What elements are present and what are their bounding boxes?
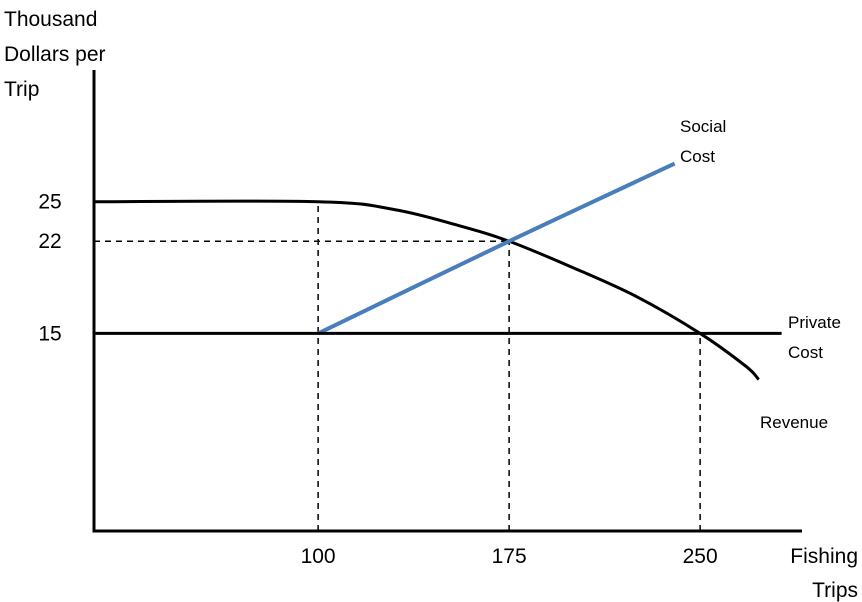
x-axis-title-line: Trips bbox=[812, 579, 858, 602]
y-axis-title: Thousand Dollars per Trip bbox=[4, 8, 106, 101]
revenue-label: Revenue bbox=[760, 413, 828, 432]
series-labels: Revenue Social Cost Private Cost bbox=[680, 117, 841, 432]
x-tick-label: 175 bbox=[492, 545, 527, 568]
x-axis-title: Fishing Trips bbox=[790, 545, 858, 602]
tick-labels: 25 22 15 100 175 250 bbox=[38, 191, 717, 568]
social-cost-label: Cost bbox=[680, 147, 715, 166]
y-tick-label: 25 bbox=[38, 191, 61, 214]
y-axis-title-line: Thousand bbox=[4, 8, 97, 31]
series-lines bbox=[93, 161, 782, 381]
y-axis-title-line: Trip bbox=[4, 78, 39, 101]
y-axis-title-line: Dollars per bbox=[4, 43, 106, 66]
reference-lines bbox=[94, 201, 701, 531]
revenue-line bbox=[93, 199, 760, 381]
x-axis-title-line: Fishing bbox=[790, 545, 858, 568]
private-cost-label: Cost bbox=[788, 343, 823, 362]
y-tick-label: 22 bbox=[38, 230, 61, 253]
x-tick-label: 250 bbox=[683, 545, 718, 568]
private-cost-label: Private bbox=[788, 313, 841, 332]
social-cost-label: Social bbox=[680, 117, 726, 136]
axes bbox=[92, 70, 802, 533]
x-tick-label: 100 bbox=[301, 545, 336, 568]
social-cost-line bbox=[317, 161, 676, 336]
y-tick-label: 15 bbox=[38, 322, 61, 345]
